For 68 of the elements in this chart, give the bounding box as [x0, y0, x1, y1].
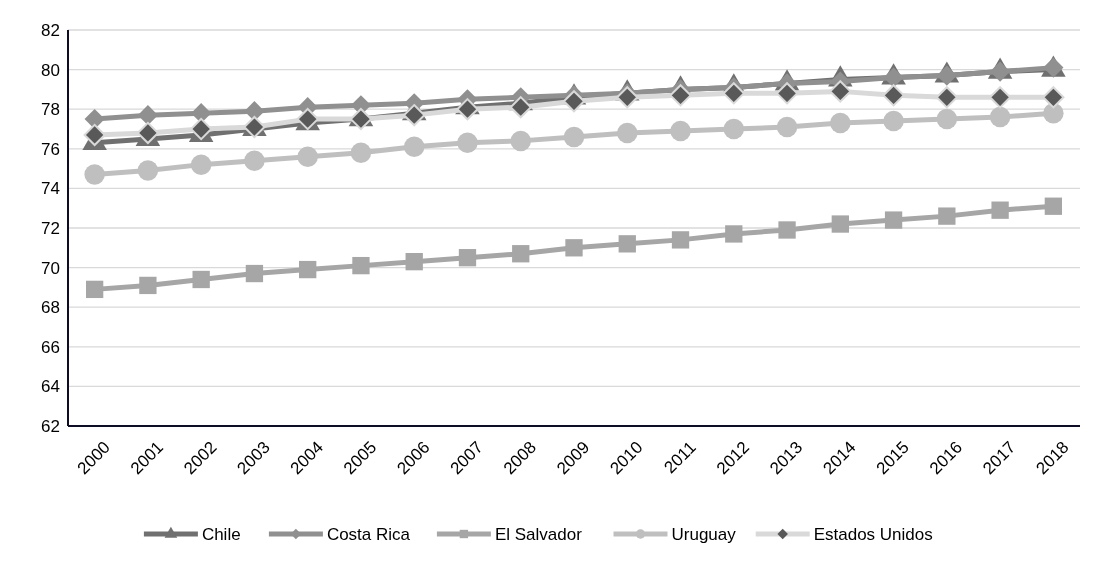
point — [192, 270, 210, 289]
point — [139, 276, 157, 295]
y-tick-label: 62 — [41, 416, 60, 436]
point — [935, 86, 958, 109]
legend-label: Costa Rica — [326, 524, 411, 544]
point — [671, 231, 690, 249]
point — [723, 118, 745, 140]
y-tick-label: 82 — [41, 20, 60, 40]
point — [616, 86, 639, 109]
y-tick-label: 74 — [41, 179, 60, 199]
y-tick-label: 78 — [41, 100, 60, 120]
point — [510, 130, 531, 152]
y-tick-label: 76 — [41, 139, 60, 159]
y-tick-label: 80 — [41, 60, 60, 80]
legend-label: El Salvador — [494, 524, 583, 544]
point — [405, 253, 423, 271]
point — [776, 116, 798, 138]
point — [562, 90, 586, 113]
point — [565, 239, 583, 257]
point — [725, 225, 743, 243]
point — [137, 105, 158, 126]
point — [991, 201, 1009, 219]
legend-label: Chile — [201, 524, 241, 544]
point — [1042, 86, 1065, 109]
y-tick-label: 70 — [41, 258, 60, 278]
point — [350, 142, 372, 163]
point — [1044, 197, 1063, 215]
point — [245, 264, 264, 283]
point — [938, 207, 956, 225]
point — [299, 260, 317, 279]
point — [85, 280, 104, 299]
y-tick-label: 68 — [41, 298, 60, 318]
point — [884, 211, 903, 229]
point — [457, 132, 478, 154]
point — [670, 120, 691, 142]
point — [722, 82, 745, 105]
point — [352, 256, 370, 275]
point — [775, 82, 799, 105]
point — [617, 122, 638, 144]
point — [669, 84, 692, 107]
point — [244, 150, 265, 171]
point — [456, 98, 479, 121]
point — [882, 84, 905, 107]
point — [830, 112, 851, 134]
point — [831, 215, 849, 233]
point — [936, 108, 958, 130]
y-tick-label: 72 — [41, 218, 60, 238]
point — [84, 164, 105, 185]
point — [190, 154, 212, 175]
point — [297, 146, 318, 167]
point — [512, 245, 530, 263]
point — [403, 136, 425, 158]
point — [137, 160, 159, 181]
point — [83, 123, 106, 147]
point — [458, 249, 477, 267]
legend-label: Estados Unidos — [813, 524, 933, 544]
y-tick-label: 64 — [41, 377, 60, 397]
point — [563, 126, 585, 148]
point — [509, 96, 532, 119]
point — [778, 221, 796, 239]
point — [989, 86, 1012, 109]
point — [618, 235, 636, 253]
point — [883, 110, 904, 132]
legend-label: Uruguay — [671, 524, 737, 544]
point — [403, 104, 426, 127]
point — [989, 106, 1011, 128]
y-tick-label: 66 — [41, 337, 60, 357]
point — [829, 80, 852, 103]
